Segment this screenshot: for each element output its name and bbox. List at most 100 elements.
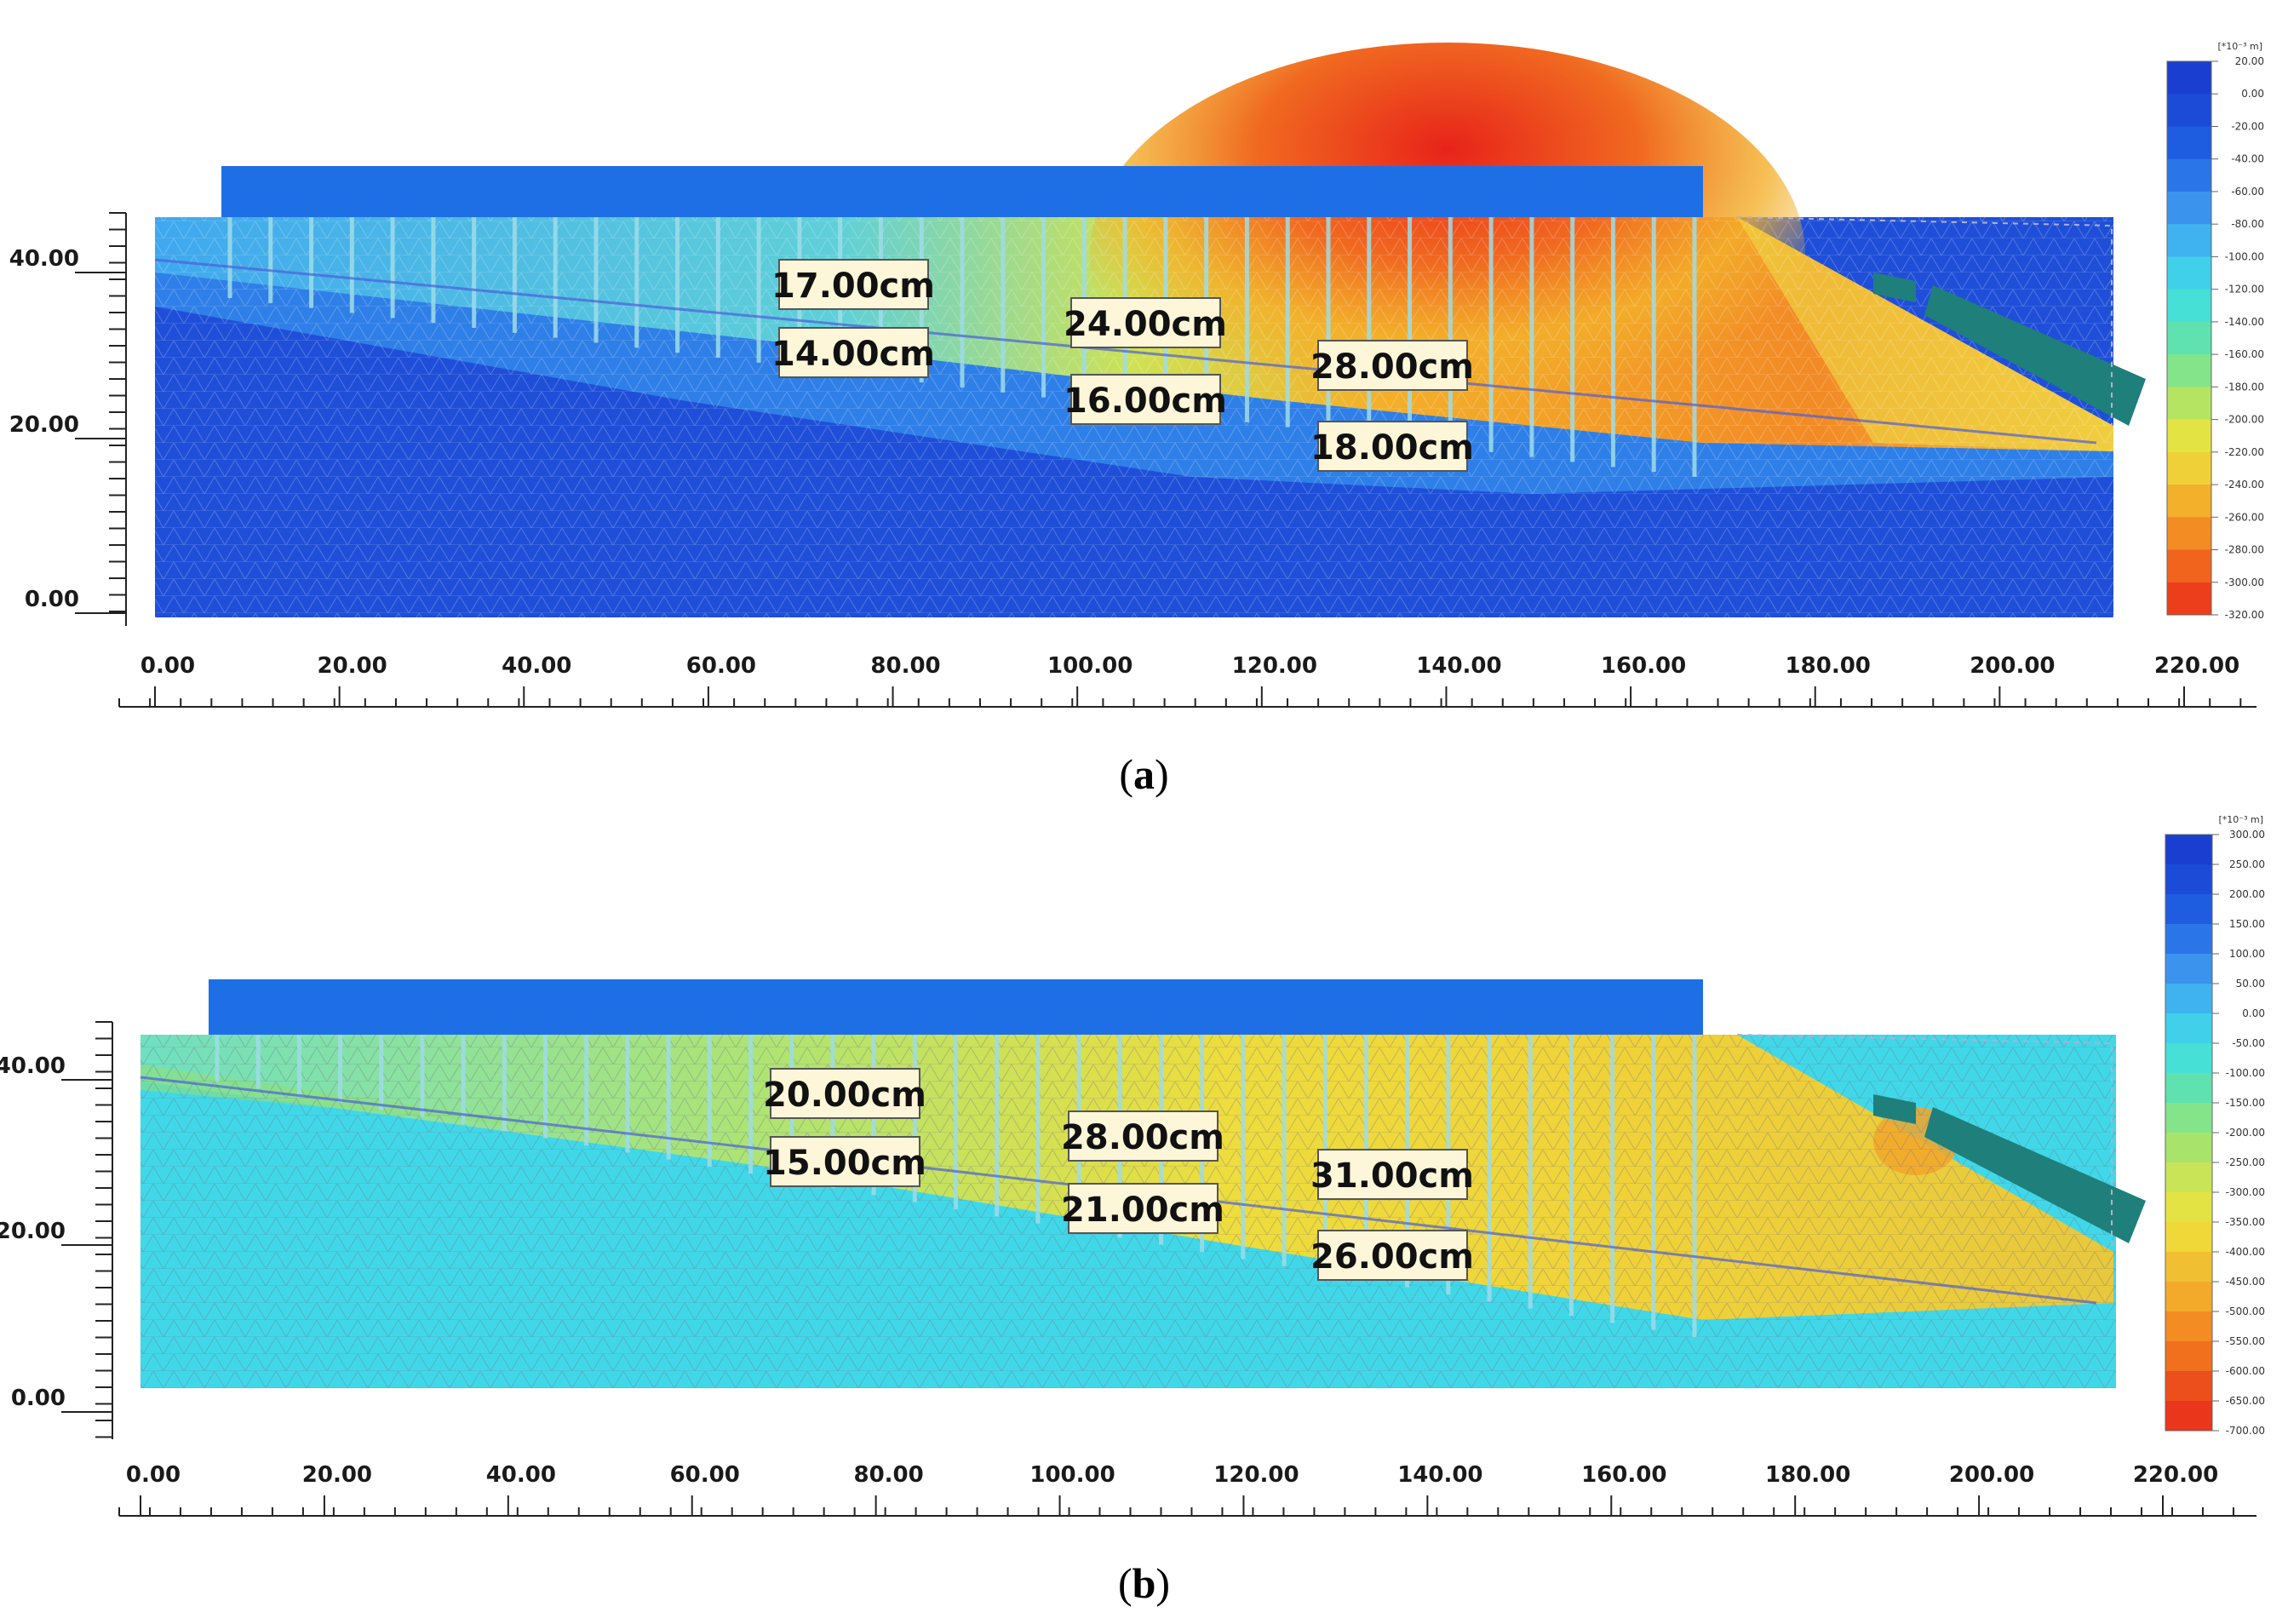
- x-tick-label: 140.00: [1397, 1462, 1482, 1488]
- legend-band: [2167, 549, 2211, 583]
- legend-band: [2167, 354, 2211, 387]
- y-tick-label: 20.00: [9, 412, 79, 438]
- x-tick-label: 100.00: [1047, 653, 1133, 679]
- callout-box: [1317, 1149, 1468, 1200]
- legend-value: 150.00: [2229, 918, 2265, 930]
- legend-value: -160.00: [2225, 348, 2264, 360]
- panel-a-figure: 40.00 20.00 0.00 0.00 20.00 40.00 60.00 80.00 1…: [9, 41, 2264, 708]
- legend-value: -260.00: [2225, 511, 2264, 523]
- settlement-callout: 18.00cm: [1310, 421, 1474, 472]
- callout-box: [1317, 340, 1468, 391]
- settlement-callout: 20.00cm: [763, 1068, 926, 1119]
- legend-value: -280.00: [2225, 544, 2264, 556]
- callout-label: 17.00cm: [771, 267, 935, 306]
- x-tick-label: 120.00: [1213, 1462, 1299, 1488]
- legend-band: [2167, 485, 2211, 518]
- caption-b: (b): [1117, 1559, 1171, 1607]
- settlement-callout: 15.00cm: [763, 1136, 926, 1187]
- geogrid-line: [154, 258, 2097, 445]
- callout-box: [770, 1068, 920, 1119]
- legend-band: [2165, 1133, 2212, 1163]
- y-axis-a: 40.00 20.00 0.00: [9, 212, 127, 626]
- legend-value: -120.00: [2225, 284, 2264, 296]
- legend-value: -250.00: [2226, 1156, 2265, 1168]
- panel-b-figure: 40.00 20.00 0.00 0.00 20.00 40.00 60.00 80.00 1…: [0, 814, 2265, 1517]
- legend-band: [2167, 582, 2211, 616]
- legend-band: [2165, 1043, 2212, 1074]
- legend-band: [2165, 1103, 2212, 1133]
- settlement-callout: 24.00cm: [1064, 297, 1227, 348]
- legend-band: [2165, 1222, 2212, 1253]
- legend-value: -150.00: [2226, 1097, 2265, 1109]
- legend-value: -220.00: [2225, 446, 2264, 458]
- legend-band: [2167, 256, 2211, 290]
- x-axis-a: 0.00 20.00 40.00 60.00 80.00 100.00 120.00 140.…: [118, 653, 2256, 708]
- x-tick-label: 20.00: [302, 1462, 372, 1488]
- callout-label: 31.00cm: [1310, 1156, 1474, 1196]
- revetment-a: [1736, 216, 2146, 426]
- legend-value: -300.00: [2226, 1186, 2265, 1198]
- embankment-slab-a: [221, 166, 1703, 217]
- legend-band: [2167, 517, 2211, 551]
- x-tick-label: 100.00: [1029, 1462, 1115, 1488]
- x-tick-label: 120.00: [1232, 653, 1317, 679]
- callout-box: [1070, 297, 1221, 348]
- y-tick-label: 0.00: [11, 1386, 66, 1411]
- legend-band: [2167, 158, 2211, 192]
- legend-band: [2165, 954, 2212, 984]
- legend-value: 50.00: [2236, 978, 2265, 990]
- legend-band: [2165, 835, 2212, 865]
- settlement-callout: 26.00cm: [1310, 1230, 1474, 1281]
- callout-box: [1317, 421, 1468, 472]
- callout-label: 26.00cm: [1310, 1237, 1474, 1277]
- legend-frame: [2166, 60, 2212, 616]
- x-axis-b: 0.00 20.00 40.00 60.00 80.00 100.00 120.00 140.…: [118, 1462, 2256, 1517]
- x-tick-label: 80.00: [870, 653, 940, 679]
- callout-box: [1070, 374, 1221, 425]
- legend-band: [2165, 1341, 2212, 1372]
- legend-value: -50.00: [2232, 1037, 2265, 1049]
- legend-band: [2167, 289, 2211, 323]
- legend-band: [2165, 924, 2212, 955]
- legend-band: [2165, 1073, 2212, 1104]
- legend-value: -300.00: [2225, 577, 2264, 588]
- y-tick-label: 40.00: [0, 1053, 66, 1079]
- color-legend-a: [*10⁻³ m] 20.00 0.00 -20.00 -40.00 -60.00 -80.…: [2166, 41, 2264, 621]
- legend-value: -600.00: [2226, 1365, 2265, 1377]
- piles-a: [154, 217, 2097, 477]
- legend-value: 0.00: [2241, 88, 2264, 100]
- callout-box: [1317, 1230, 1468, 1281]
- legend-band: [2165, 1252, 2212, 1283]
- legend-band: [2167, 321, 2211, 355]
- x-tick-label: 180.00: [1765, 1462, 1850, 1488]
- y-tick-label: 0.00: [25, 587, 79, 612]
- settlement-callout: 17.00cm: [771, 259, 935, 310]
- x-tick-label: 200.00: [1970, 653, 2055, 679]
- legend-unit: [*10⁻³ m]: [2218, 814, 2263, 825]
- x-tick-label: 60.00: [686, 653, 756, 679]
- legend-value: -100.00: [2226, 1067, 2265, 1079]
- legend-band: [2165, 1162, 2212, 1193]
- x-tick-label: 20.00: [318, 653, 387, 679]
- legend-band: [2165, 864, 2212, 895]
- callout-box: [1068, 1110, 1219, 1162]
- callout-box: [778, 327, 929, 378]
- legend-band: [2165, 1401, 2212, 1432]
- legend-value: -700.00: [2226, 1425, 2265, 1437]
- x-tick-label: 180.00: [1786, 653, 1871, 679]
- settlement-callout: 21.00cm: [1061, 1183, 1224, 1234]
- color-legend-b: [*10⁻³ m] 300.00 250.00 200.00 150.00 100.00 5…: [2165, 814, 2265, 1437]
- settlement-callout: 16.00cm: [1064, 374, 1227, 425]
- legend-value: -20.00: [2231, 120, 2264, 132]
- settlement-callouts-b: 20.00cm 15.00cm 28.00cm 21.00cm 31.00cm 26.00…: [763, 1068, 1474, 1281]
- legend-value: -550.00: [2226, 1335, 2265, 1347]
- x-tick-label: 160.00: [1601, 653, 1686, 679]
- x-tick-label: 60.00: [670, 1462, 740, 1488]
- legend-value: -400.00: [2226, 1246, 2265, 1258]
- legend-value: -450.00: [2226, 1276, 2265, 1288]
- legend-band: [2167, 387, 2211, 421]
- x-tick-label: 40.00: [486, 1462, 556, 1488]
- legend-value: 20.00: [2235, 55, 2264, 67]
- x-tick-label: 80.00: [854, 1462, 924, 1488]
- callout-label: 18.00cm: [1310, 428, 1474, 468]
